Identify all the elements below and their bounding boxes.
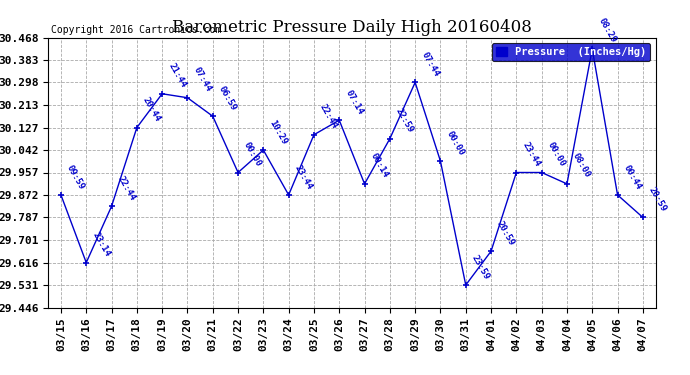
Text: 23:44: 23:44 (293, 163, 314, 191)
Title: Barometric Pressure Daily High 20160408: Barometric Pressure Daily High 20160408 (172, 19, 532, 36)
Text: 06:59: 06:59 (217, 84, 238, 112)
Text: 07:14: 07:14 (344, 88, 364, 116)
Text: 23:14: 23:14 (90, 231, 112, 258)
Text: 07:44: 07:44 (192, 66, 213, 94)
Text: Copyright 2016 Cartronics.com: Copyright 2016 Cartronics.com (51, 25, 221, 35)
Text: 00:00: 00:00 (242, 141, 264, 168)
Text: 00:44: 00:44 (622, 163, 643, 191)
Legend: Pressure  (Inches/Hg): Pressure (Inches/Hg) (492, 43, 650, 61)
Text: 20:59: 20:59 (495, 219, 516, 247)
Text: 10:29: 10:29 (268, 118, 288, 146)
Text: 07:44: 07:44 (420, 51, 440, 78)
Text: 20:59: 20:59 (647, 186, 668, 213)
Text: 20:44: 20:44 (141, 96, 162, 123)
Text: 00:00: 00:00 (546, 141, 567, 168)
Text: 21:44: 21:44 (166, 62, 188, 90)
Text: 08:00: 08:00 (571, 152, 592, 180)
Text: 09:59: 09:59 (65, 163, 86, 191)
Text: 23:44: 23:44 (520, 141, 542, 168)
Text: 22:44: 22:44 (318, 103, 339, 130)
Text: 08:29: 08:29 (596, 17, 618, 45)
Text: 00:00: 00:00 (444, 129, 466, 157)
Text: 00:14: 00:14 (368, 152, 390, 180)
Text: 22:59: 22:59 (394, 107, 415, 135)
Text: 23:59: 23:59 (470, 253, 491, 281)
Text: 22:44: 22:44 (116, 174, 137, 202)
